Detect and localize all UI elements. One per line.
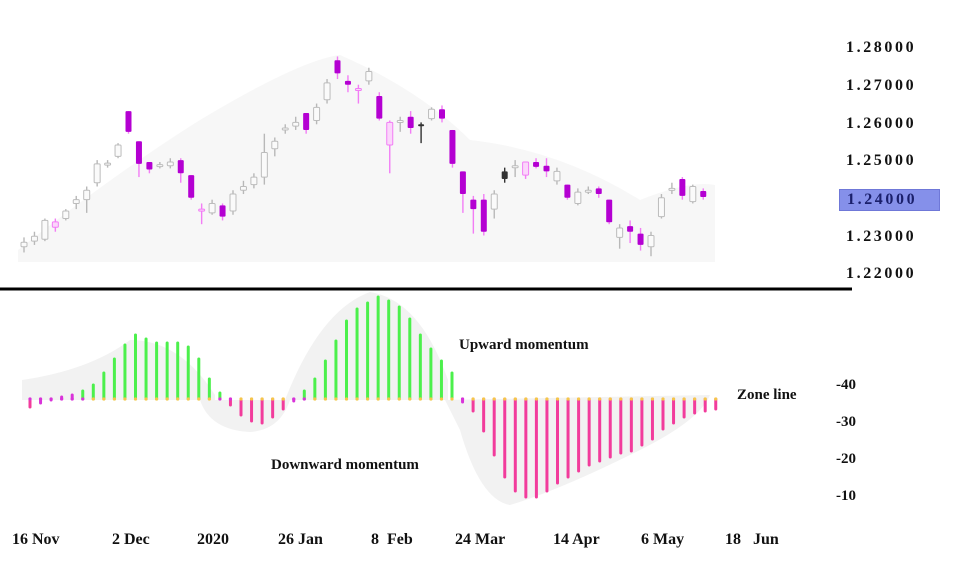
candle xyxy=(459,171,466,195)
candle xyxy=(689,185,697,203)
price-tick: 1.27000 xyxy=(846,77,917,94)
candle xyxy=(418,124,425,127)
candle xyxy=(229,193,237,212)
candle xyxy=(657,197,665,218)
momentum-tick: -40 xyxy=(836,377,856,393)
candlestick-series xyxy=(20,56,707,257)
candle xyxy=(627,226,634,232)
candle xyxy=(72,199,80,204)
candle xyxy=(511,165,519,169)
candle xyxy=(125,111,132,132)
candle xyxy=(62,210,70,220)
date-tick: 14 Apr xyxy=(553,531,600,548)
date-tick: 6 May xyxy=(641,531,685,548)
momentum-histogram xyxy=(28,295,718,499)
price-tick: 1.25000 xyxy=(846,152,917,169)
candle xyxy=(386,121,394,146)
candle xyxy=(449,129,456,164)
price-tick: 1.22000 xyxy=(846,265,917,282)
price-tick: 1.26000 xyxy=(846,115,917,132)
candle xyxy=(501,171,508,179)
downward-momentum-annotation: Downward momentum xyxy=(271,457,419,473)
candle xyxy=(260,152,268,178)
candle xyxy=(606,199,613,223)
date-tick: 2 Dec xyxy=(112,531,150,548)
momentum-tick: -20 xyxy=(836,451,856,467)
candle xyxy=(480,199,487,232)
date-tick: 26 Jan xyxy=(278,531,323,548)
date-tick: 8 Feb xyxy=(371,531,413,548)
date-tick: 18 Jun xyxy=(725,531,779,548)
candle xyxy=(41,219,49,240)
candle xyxy=(439,109,445,119)
candle xyxy=(198,208,206,212)
zone-line-annotation: Zone line xyxy=(737,387,797,403)
candle xyxy=(93,163,101,184)
candle xyxy=(166,161,174,167)
momentum-tick: -10 xyxy=(836,488,856,504)
candle xyxy=(313,106,321,122)
candle xyxy=(564,184,571,198)
date-tick: 24 Mar xyxy=(455,531,506,548)
candle xyxy=(616,227,624,238)
candle xyxy=(668,187,676,191)
candle xyxy=(490,193,498,210)
candle xyxy=(292,121,300,127)
candle xyxy=(281,127,289,131)
upward-momentum-annotation: Upward momentum xyxy=(459,337,589,353)
candle xyxy=(271,140,279,150)
candle xyxy=(647,235,655,248)
candle xyxy=(30,235,38,242)
candle xyxy=(637,233,644,245)
candle xyxy=(323,82,331,101)
candle xyxy=(407,116,414,129)
candle xyxy=(177,160,184,174)
candle xyxy=(376,96,383,119)
candle xyxy=(156,164,164,168)
candle xyxy=(700,191,707,198)
candle xyxy=(250,176,258,186)
price-tick: 1.23000 xyxy=(846,228,917,245)
candle xyxy=(354,87,362,91)
candle xyxy=(543,165,550,172)
candle xyxy=(135,141,142,164)
candle xyxy=(533,161,540,167)
candle xyxy=(51,221,59,228)
candle xyxy=(303,112,310,130)
candle xyxy=(83,189,91,201)
price-tick-highlighted: 1.24000 xyxy=(839,189,940,211)
candle xyxy=(104,162,112,166)
date-tick: 2020 xyxy=(197,531,229,548)
candle xyxy=(553,170,561,182)
candle xyxy=(208,202,216,214)
price-tick: 1.28000 xyxy=(846,39,917,56)
momentum-tick: -30 xyxy=(836,414,856,430)
candle xyxy=(584,189,592,193)
candle xyxy=(470,199,477,210)
candle xyxy=(365,71,373,82)
candle xyxy=(239,185,247,191)
candle xyxy=(428,108,436,120)
candle xyxy=(20,241,28,248)
candle xyxy=(679,178,686,196)
candle xyxy=(146,161,153,170)
candle xyxy=(188,175,195,198)
date-tick: 16 Nov xyxy=(12,531,60,548)
candle xyxy=(522,161,530,176)
candle xyxy=(334,60,341,74)
candle xyxy=(114,144,122,157)
candle xyxy=(219,205,226,217)
candle xyxy=(574,191,582,204)
candle xyxy=(595,188,602,195)
candle xyxy=(344,80,351,85)
candle xyxy=(396,120,404,124)
